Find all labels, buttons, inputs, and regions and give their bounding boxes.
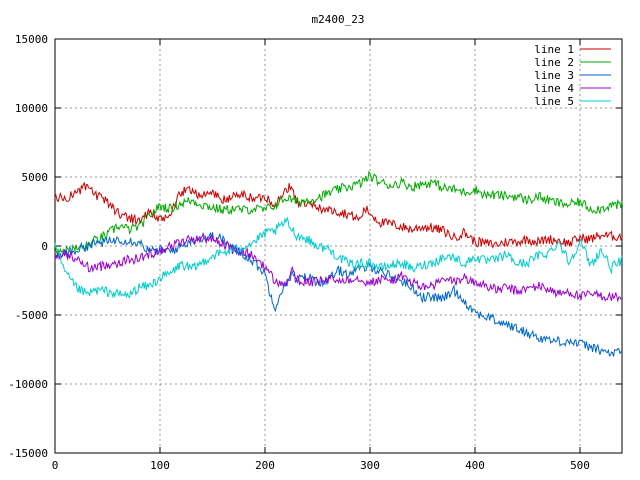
y-tick-label: -15000: [8, 447, 48, 460]
series-line-2: [54, 170, 623, 256]
x-tick-label: 0: [52, 459, 59, 472]
x-tick-label: 500: [570, 459, 590, 472]
y-tick-label: 10000: [15, 102, 48, 115]
legend-label: line 1: [534, 43, 574, 56]
y-tick-label: 15000: [15, 33, 48, 46]
series-line-3: [54, 231, 623, 357]
x-tick-label: 300: [360, 459, 380, 472]
series-lines: [54, 170, 623, 357]
series-line-4: [54, 231, 622, 303]
legend-label: line 3: [534, 69, 574, 82]
legend-label: line 2: [534, 56, 574, 69]
y-tick-label: 5000: [22, 171, 49, 184]
chart-title: m2400_23: [312, 13, 365, 26]
y-axis: -15000 -10000 -5000 0 5000 10000 15000: [8, 33, 622, 460]
x-tick-label: 200: [255, 459, 275, 472]
series-line-5: [54, 216, 623, 299]
legend-label: line 5: [534, 95, 574, 108]
legend-label: line 4: [534, 82, 574, 95]
y-tick-label: 0: [41, 240, 48, 253]
x-axis: 0 100 200 300 400 500: [52, 39, 590, 472]
y-tick-label: -5000: [15, 309, 48, 322]
y-tick-label: -10000: [8, 378, 48, 391]
x-tick-label: 100: [150, 459, 170, 472]
x-tick-label: 400: [465, 459, 485, 472]
series-line-1: [54, 181, 623, 249]
